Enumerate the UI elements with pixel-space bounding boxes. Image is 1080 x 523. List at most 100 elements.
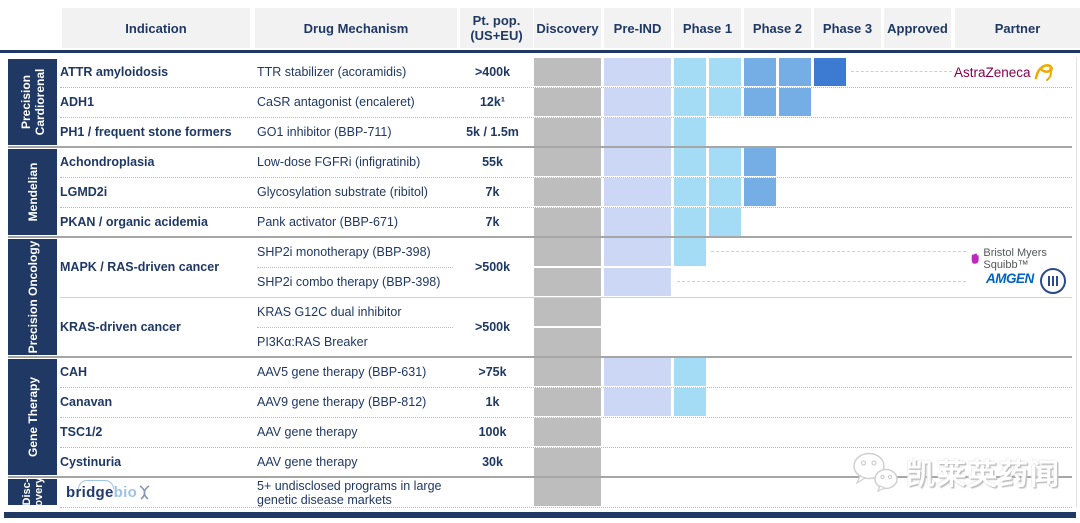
stage-segment-pre	[604, 388, 671, 416]
stage-segment-p1	[674, 58, 706, 86]
stage-segment-p1	[674, 148, 706, 176]
mechanism-cell: Low-dose FGFRi (infigratinib)	[257, 155, 421, 169]
section-divider	[8, 476, 1072, 478]
indication-cell: LGMD2i	[60, 185, 108, 199]
ptpop-cell: 12k¹	[479, 95, 506, 109]
stage-segment-p1	[674, 88, 706, 116]
stage-segment-disc	[534, 58, 601, 86]
bms-logo-text: Bristol Myers Squibb™	[983, 247, 1047, 271]
stage-segment-disc	[534, 448, 601, 476]
indication-cell: Cystinuria	[60, 455, 122, 469]
ptpop-cell: 7k	[485, 185, 500, 199]
row-divider	[60, 117, 1072, 118]
stage-segment-disc	[534, 268, 601, 296]
partner-leader-line	[677, 281, 966, 282]
table-right-border	[1076, 57, 1077, 507]
stage-segment-pre	[604, 178, 671, 206]
stage-segment-disc	[534, 148, 601, 176]
row-divider	[60, 507, 1072, 508]
mechanism-cell: AAV gene therapy	[257, 455, 358, 469]
dna-helix-icon	[139, 484, 150, 500]
astrazeneca-logo: AstraZeneca	[954, 60, 1055, 84]
section-label-mendelian: Mendelian	[8, 149, 57, 235]
pipeline-bar-canavan	[534, 388, 706, 416]
watermark: 凯莱英药闻	[850, 443, 1080, 501]
section-label-precision-oncology: Precision Oncology	[8, 239, 57, 355]
row-divider	[60, 177, 1072, 178]
ptpop-cell: >500k	[474, 260, 511, 274]
header-divider	[0, 50, 1080, 53]
section-divider	[8, 146, 1072, 148]
stage-segment-pre	[604, 358, 671, 386]
pipeline-bar-cystinuria	[534, 448, 601, 476]
indication-cell: MAPK / RAS-driven cancer	[60, 260, 220, 274]
stage-segment-disc	[534, 328, 601, 356]
stage-segment-p1	[709, 58, 741, 86]
ptpop-cell: 5k / 1.5m	[466, 125, 519, 139]
stage-segment-disc	[534, 208, 601, 236]
ptpop-cell: 55k	[482, 155, 503, 169]
partner-leader-line	[851, 71, 952, 72]
pipeline-bar-kras-g12c	[534, 298, 601, 326]
stage-segment-p2	[779, 88, 811, 116]
subrow-divider	[257, 267, 453, 268]
round-seal-icon	[1040, 268, 1066, 294]
stage-segment-p1	[709, 148, 741, 176]
row-divider	[60, 87, 1072, 88]
pipeline-bar-lgmd2i	[534, 178, 776, 206]
stage-segment-disc	[534, 238, 601, 266]
stage-segment-p1	[674, 358, 706, 386]
astrazeneca-logo-text: AstraZeneca	[954, 64, 1031, 80]
stage-segment-pre	[604, 88, 671, 116]
indication-cell: Canavan	[60, 395, 113, 409]
col-header-indication-label: Indication	[125, 20, 187, 36]
ptpop-cell: 7k	[485, 215, 500, 229]
row-divider	[60, 207, 1072, 208]
indication-cell: ADH1	[60, 95, 95, 109]
indication-cell: CAH	[60, 365, 88, 379]
mechanism-cell: SHP2i monotherapy (BBP-398)	[257, 245, 431, 259]
pipeline-bar-cah	[534, 358, 706, 386]
bms-hand-icon	[971, 253, 979, 264]
stage-segment-p1	[709, 88, 741, 116]
stage-segment-p1	[674, 238, 706, 266]
pipeline-bar-tsc12	[534, 418, 601, 446]
indication-cell: ATTR amyloidosis	[60, 65, 169, 79]
pipeline-bar-adh1	[534, 88, 811, 116]
indication-cell: Achondroplasia	[60, 155, 155, 169]
section-label-precision-cardiorenal: Precision Cardiorenal	[8, 59, 57, 145]
pipeline-bar-achondroplasia	[534, 148, 776, 176]
subrow-divider	[257, 327, 453, 328]
mechanism-cell: AAV gene therapy	[257, 425, 358, 439]
stage-segment-p2	[744, 148, 776, 176]
bridgebio-logo: bridge bio	[66, 477, 151, 507]
pipeline-bar-attr	[534, 58, 846, 86]
mechanism-cell: Glycosylation substrate (ribitol)	[257, 185, 428, 199]
watermark-text: 凯莱英药闻	[906, 459, 1062, 491]
section-divider	[8, 236, 1072, 238]
indication-cell: PH1 / frequent stone formers	[60, 125, 232, 139]
mechanism-cell: PI3Kα:RAS Breaker	[257, 335, 368, 349]
mechanism-cell: AAV5 gene therapy (BBP-631)	[257, 365, 427, 379]
ptpop-cell: 30k	[482, 455, 503, 469]
col-header-approved: Approved	[884, 8, 951, 48]
stage-segment-disc	[534, 478, 601, 506]
row-divider	[60, 447, 1072, 448]
ptpop-cell: >75k	[478, 365, 507, 379]
col-header-ptpop: Pt. pop. (US+EU)	[460, 8, 533, 48]
stage-segment-disc	[534, 88, 601, 116]
stage-segment-pre	[604, 118, 671, 146]
ptpop-cell: 100k	[478, 425, 507, 439]
bristol-myers-squibb-logo: Bristol Myers Squibb™	[970, 247, 1080, 271]
row-divider	[60, 387, 1072, 388]
section-label-gene-therapy: Gene Therapy	[8, 359, 57, 475]
stage-segment-p1	[674, 178, 706, 206]
mechanism-cell: SHP2i combo therapy (BBP-398)	[257, 275, 441, 289]
col-header-indication: Indication	[62, 8, 250, 48]
bridge-arc-icon	[78, 480, 114, 489]
stage-segment-disc	[534, 388, 601, 416]
col-header-mechanism: Drug Mechanism	[255, 8, 457, 48]
mechanism-cell: TTR stabilizer (acoramidis)	[257, 65, 407, 79]
mechanism-cell: Pank activator (BBP-671)	[257, 215, 399, 229]
